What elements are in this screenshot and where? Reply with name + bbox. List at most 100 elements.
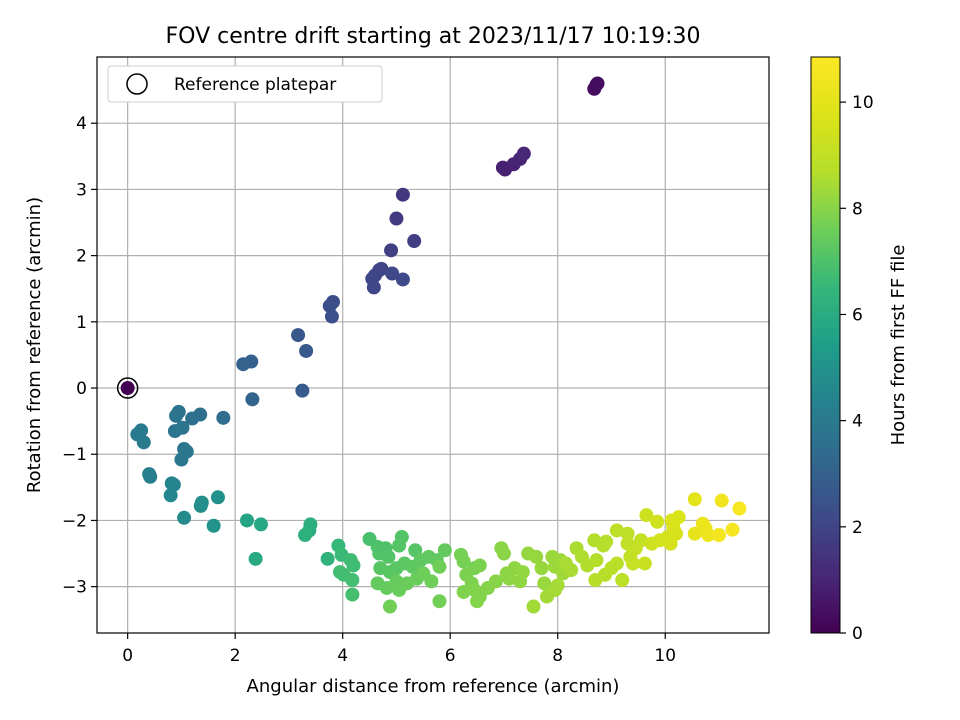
legend-marker-reference bbox=[126, 73, 148, 95]
scatter-point bbox=[550, 578, 565, 593]
scatter-point bbox=[169, 408, 184, 423]
legend-label-reference: Reference platepar bbox=[174, 75, 336, 95]
scatter-point bbox=[299, 343, 314, 358]
scatter-point bbox=[395, 272, 410, 287]
x-axis-ticks: 0 2 4 6 8 10 bbox=[122, 633, 676, 666]
scatter-point bbox=[687, 526, 702, 541]
y-tick-label: 1 bbox=[76, 313, 87, 333]
y-tick-label: 2 bbox=[76, 247, 87, 267]
scatter-point bbox=[177, 510, 192, 525]
scatter-point bbox=[381, 549, 396, 564]
scatter-point bbox=[384, 243, 399, 258]
scatter-point bbox=[725, 522, 740, 537]
x-tick-label: 10 bbox=[654, 646, 676, 666]
x-tick-label: 0 bbox=[122, 646, 133, 666]
scatter-point bbox=[324, 309, 339, 324]
scatter-point bbox=[424, 574, 439, 589]
y-tick-label: 0 bbox=[76, 379, 87, 399]
scatter-point bbox=[456, 554, 471, 569]
y-tick-label: 3 bbox=[76, 180, 87, 200]
scatter-point bbox=[345, 573, 360, 588]
scatter-point bbox=[163, 488, 178, 503]
x-tick-label: 2 bbox=[230, 646, 241, 666]
scatter-point bbox=[239, 513, 254, 528]
scatter-point bbox=[502, 571, 517, 586]
colorbar-tick-label: 2 bbox=[852, 518, 863, 538]
scatter-point bbox=[389, 211, 404, 226]
scatter-point bbox=[320, 551, 335, 566]
grid bbox=[97, 57, 769, 633]
scatter-point bbox=[687, 492, 702, 507]
scatter-point bbox=[345, 587, 360, 602]
scatter-point bbox=[516, 146, 531, 161]
scatter-point bbox=[650, 514, 665, 529]
chart-title: FOV centre drift starting at 2023/11/17 … bbox=[166, 24, 701, 49]
scatter-point bbox=[701, 528, 716, 543]
scatter-point bbox=[472, 558, 487, 573]
y-tick-label: −3 bbox=[62, 578, 87, 598]
scatter-point bbox=[432, 594, 447, 609]
colorbar-tick-label: 10 bbox=[852, 93, 874, 113]
scatter-point bbox=[515, 565, 530, 580]
scatter-point bbox=[714, 493, 729, 508]
y-tick-label: −1 bbox=[62, 445, 87, 465]
colorbar-ticks: 0 2 4 6 8 10 bbox=[840, 93, 874, 644]
scatter-points bbox=[116, 76, 747, 614]
scatter-point bbox=[496, 546, 511, 561]
scatter-point bbox=[437, 543, 452, 558]
y-axis-ticks: −3 −2 −1 0 1 2 3 4 bbox=[62, 114, 97, 598]
scatter-point bbox=[712, 528, 727, 543]
y-tick-label: −2 bbox=[62, 511, 87, 531]
scatter-point bbox=[395, 187, 410, 202]
colorbar-gradient bbox=[810, 56, 841, 634]
scatter-point bbox=[407, 234, 422, 249]
scatter-point bbox=[671, 510, 686, 525]
colorbar-tick-label: 0 bbox=[852, 624, 863, 644]
scatter-point bbox=[167, 424, 182, 439]
scatter-point bbox=[432, 559, 447, 574]
scatter-point bbox=[374, 261, 389, 276]
x-tick-label: 8 bbox=[552, 646, 563, 666]
legend-box bbox=[107, 65, 383, 103]
colorbar-tick-label: 4 bbox=[852, 412, 863, 432]
scatter-point bbox=[637, 556, 652, 571]
legend: Reference platepar bbox=[107, 65, 383, 103]
scatter-point bbox=[143, 469, 158, 484]
scatter-point bbox=[529, 549, 544, 564]
scatter-point bbox=[253, 517, 268, 532]
scatter-point bbox=[456, 584, 471, 599]
scatter-point bbox=[488, 574, 503, 589]
scatter-point bbox=[216, 410, 231, 425]
scatter-point bbox=[537, 576, 552, 591]
x-tick-label: 4 bbox=[337, 646, 348, 666]
colorbar-tick-label: 8 bbox=[852, 199, 863, 219]
scatter-point bbox=[236, 357, 251, 372]
x-axis-label: Angular distance from reference (arcmin) bbox=[247, 676, 620, 697]
x-tick-label: 6 bbox=[445, 646, 456, 666]
scatter-point bbox=[620, 526, 635, 541]
scatter-point bbox=[322, 298, 337, 313]
scatter-point bbox=[185, 411, 200, 426]
y-axis-label: Rotation from reference (arcmin) bbox=[24, 197, 45, 493]
scatter-point bbox=[590, 76, 605, 91]
scatter-point bbox=[346, 558, 361, 573]
scatter-point bbox=[245, 392, 260, 407]
scatter-point bbox=[248, 551, 263, 566]
scatter-point bbox=[366, 280, 381, 295]
scatter-point bbox=[564, 563, 579, 578]
scatter-point bbox=[470, 594, 485, 609]
colorbar-label: Hours from first FF file bbox=[888, 245, 909, 446]
scatter-point bbox=[634, 533, 649, 548]
scatter-point bbox=[206, 518, 221, 533]
scatter-point bbox=[120, 381, 135, 396]
scatter-point bbox=[609, 523, 624, 538]
scatter-point bbox=[639, 508, 654, 523]
y-tick-label: 4 bbox=[76, 114, 87, 134]
scatter-point bbox=[609, 556, 624, 571]
scatter-point bbox=[625, 556, 640, 571]
scatter-point bbox=[589, 553, 604, 568]
scatter-point bbox=[526, 599, 541, 614]
scatter-point bbox=[385, 266, 400, 281]
colorbar-tick-label: 6 bbox=[852, 305, 863, 325]
